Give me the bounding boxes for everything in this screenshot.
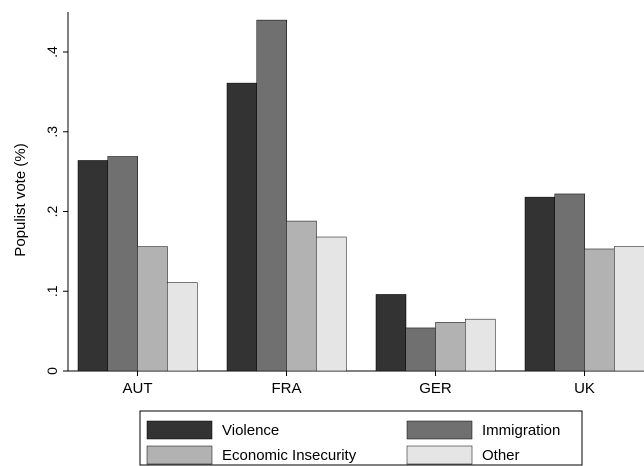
bar — [465, 318, 496, 372]
bar — [584, 248, 615, 372]
y-axis: 0 .1 .2 .3 .4 — [44, 12, 69, 375]
bar — [405, 327, 436, 372]
y-tick-label: .1 — [44, 285, 60, 297]
y-tick-label: .2 — [44, 205, 60, 217]
bar — [375, 294, 407, 372]
x-tick-label: UK — [574, 380, 595, 397]
bars — [77, 19, 644, 372]
x-tick-label: GER — [419, 380, 452, 397]
bar — [167, 282, 198, 372]
bar — [435, 322, 466, 372]
legend-label: Violence — [222, 422, 279, 439]
legend-swatch — [146, 420, 213, 440]
bar — [524, 196, 556, 372]
legend-swatch — [146, 445, 213, 465]
bar — [614, 246, 644, 372]
legend-label: Other — [482, 447, 520, 464]
y-tick-label: .4 — [44, 46, 60, 58]
bar — [316, 236, 347, 372]
x-axis: AUT FRA GER UK — [68, 370, 644, 397]
legend-swatch — [406, 445, 473, 465]
bar — [554, 193, 585, 372]
x-tick-label: AUT — [123, 380, 153, 397]
y-tick-label: .3 — [44, 126, 60, 138]
bar — [226, 82, 258, 372]
y-axis-label: Populist vote (%) — [12, 143, 29, 256]
x-tick-label: FRA — [272, 380, 302, 397]
legend: Violence Immigration Economic Insecurity Ot… — [139, 410, 583, 466]
bar — [107, 156, 138, 372]
legend-label: Immigration — [482, 422, 560, 439]
bar — [256, 19, 287, 372]
bar — [137, 246, 168, 372]
legend-label: Economic Insecurity — [222, 447, 357, 464]
legend-swatch — [406, 420, 473, 440]
legend-box — [139, 410, 583, 466]
bar — [77, 160, 109, 372]
y-tick-label: 0 — [44, 367, 60, 375]
bar — [286, 220, 317, 372]
